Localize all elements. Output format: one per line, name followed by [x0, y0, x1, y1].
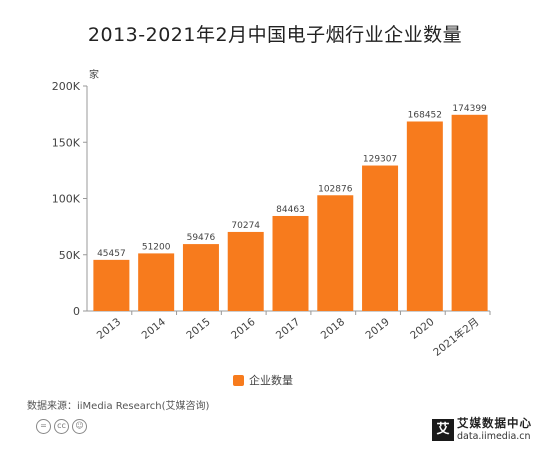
brand-name: 艾媒数据中心 — [457, 416, 532, 430]
x-tick-label: 2015 — [184, 316, 212, 342]
data-label: 45457 — [97, 249, 126, 259]
y-tick-label: 100K — [52, 193, 81, 206]
equals-icon: = — [36, 419, 51, 434]
data-label: 129307 — [363, 155, 397, 165]
bar — [227, 231, 264, 311]
bar — [272, 215, 309, 311]
bar — [406, 121, 443, 311]
license-icons: = cc ☺ — [36, 419, 87, 434]
x-tick-label: 2020 — [408, 316, 436, 342]
brand-mark: 艾 — [432, 418, 454, 441]
y-tick-label: 200K — [52, 80, 81, 93]
bar — [182, 244, 219, 311]
y-tick-label: 50K — [59, 249, 81, 262]
y-tick-label: 150K — [52, 136, 81, 149]
cc-icon: cc — [54, 419, 69, 434]
x-tick-label: 2017 — [274, 316, 302, 342]
bar — [451, 114, 488, 312]
y-axis-unit: 家 — [89, 68, 99, 81]
x-tick-label: 2021年2月 — [431, 315, 482, 359]
x-tick-label: 2013 — [95, 316, 123, 342]
legend: 企业数量 — [233, 372, 293, 388]
y-tick-label: 0 — [73, 305, 80, 318]
x-tick-label: 2019 — [363, 316, 391, 342]
legend-swatch — [233, 374, 244, 386]
x-tick-label: 2016 — [229, 316, 258, 342]
bar — [362, 165, 399, 311]
legend-label: 企业数量 — [249, 374, 293, 387]
data-label: 51200 — [142, 242, 171, 252]
data-label: 59476 — [187, 233, 216, 243]
x-tick-label: 2018 — [319, 316, 347, 342]
bar — [138, 253, 175, 311]
data-label: 70274 — [231, 221, 260, 231]
person-icon: ☺ — [72, 419, 87, 434]
bar — [93, 259, 130, 311]
data-label: 168452 — [408, 110, 442, 120]
data-label: 102876 — [318, 184, 353, 194]
bar — [317, 195, 354, 311]
data-label: 84463 — [276, 205, 305, 215]
brand-logo: 艾 艾媒数据中心 data.iimedia.cn — [432, 416, 532, 442]
source-note: 数据来源：iiMedia Research(艾媒咨询) — [27, 401, 210, 412]
brand-url: data.iimedia.cn — [457, 430, 531, 442]
x-tick-label: 2014 — [140, 316, 169, 342]
chart-title: 2013-2021年2月中国电子烟行业企业数量 — [87, 24, 463, 46]
data-label: 174399 — [452, 104, 487, 114]
